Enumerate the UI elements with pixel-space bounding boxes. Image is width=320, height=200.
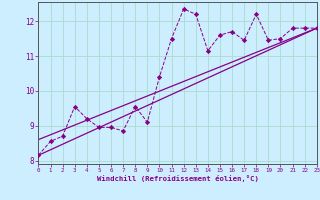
X-axis label: Windchill (Refroidissement éolien,°C): Windchill (Refroidissement éolien,°C): [97, 175, 259, 182]
